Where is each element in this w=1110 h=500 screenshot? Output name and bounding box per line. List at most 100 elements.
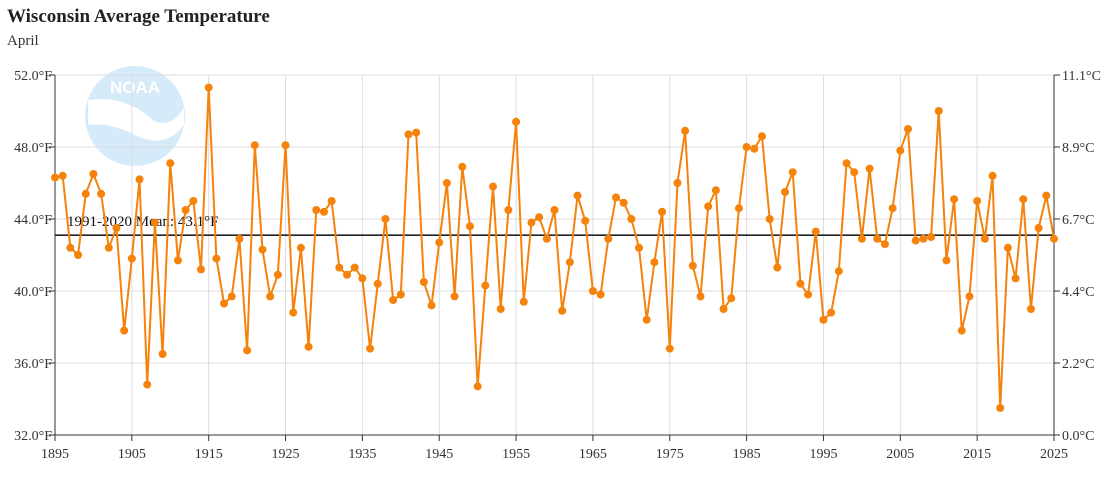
data-point bbox=[143, 380, 152, 389]
x-tick-label: 1925 bbox=[272, 447, 300, 462]
data-point bbox=[558, 306, 567, 315]
data-point bbox=[658, 207, 667, 216]
data-point bbox=[950, 195, 959, 204]
x-tick-label: 1905 bbox=[118, 447, 146, 462]
x-tick-label: 1985 bbox=[733, 447, 761, 462]
data-point bbox=[404, 130, 413, 139]
data-point bbox=[135, 175, 144, 184]
data-point bbox=[104, 243, 113, 252]
data-point bbox=[896, 146, 905, 155]
data-point bbox=[642, 315, 651, 324]
data-point bbox=[389, 296, 398, 304]
y2-tick-label: 8.9°C bbox=[1062, 141, 1094, 156]
chart-subtitle: April bbox=[7, 33, 39, 49]
data-point bbox=[711, 186, 720, 195]
data-point bbox=[350, 263, 359, 272]
data-point bbox=[704, 202, 713, 211]
data-point bbox=[212, 254, 221, 263]
x-tick-label: 1955 bbox=[502, 447, 530, 462]
x-tick-label: 1935 bbox=[348, 447, 376, 462]
data-point bbox=[204, 83, 213, 92]
data-point bbox=[857, 234, 866, 243]
data-point bbox=[696, 292, 705, 301]
y-tick-label: 48.0°F bbox=[14, 141, 52, 156]
data-point bbox=[681, 126, 690, 135]
data-point bbox=[773, 263, 782, 272]
data-point bbox=[220, 299, 229, 308]
data-point bbox=[573, 191, 582, 200]
data-point bbox=[519, 297, 528, 306]
data-point bbox=[458, 162, 467, 171]
data-point bbox=[865, 164, 874, 173]
data-point bbox=[742, 143, 751, 151]
chart-title: Wisconsin Average Temperature bbox=[7, 6, 270, 27]
data-points bbox=[51, 83, 1058, 412]
data-point bbox=[166, 159, 175, 168]
y-tick-label: 32.0°F bbox=[14, 429, 52, 444]
data-point bbox=[227, 292, 236, 301]
data-point bbox=[327, 197, 336, 205]
data-point bbox=[197, 265, 206, 274]
data-point bbox=[811, 227, 820, 236]
data-point bbox=[465, 222, 474, 231]
data-point bbox=[189, 197, 198, 205]
data-point bbox=[319, 207, 328, 216]
data-point bbox=[335, 263, 344, 272]
data-point bbox=[58, 171, 67, 180]
data-point bbox=[373, 279, 382, 288]
data-point bbox=[358, 274, 367, 283]
y2-tick-label: 11.1°C bbox=[1062, 69, 1101, 84]
data-point bbox=[550, 206, 559, 214]
data-point bbox=[604, 234, 613, 243]
data-point bbox=[727, 294, 736, 303]
data-point bbox=[266, 292, 275, 301]
y2-tick-label: 4.4°C bbox=[1062, 285, 1094, 300]
y-tick-label: 44.0°F bbox=[14, 213, 52, 228]
data-point bbox=[635, 243, 644, 252]
x-tick-label: 1915 bbox=[195, 447, 223, 462]
noaa-logo: NOAA bbox=[85, 66, 185, 166]
data-point bbox=[504, 206, 513, 214]
data-point bbox=[934, 107, 943, 115]
data-point bbox=[588, 287, 597, 295]
data-point bbox=[757, 132, 766, 141]
data-point bbox=[66, 243, 75, 252]
data-point bbox=[627, 215, 636, 223]
data-point bbox=[1026, 305, 1035, 313]
y2-tick-label: 0.0°C bbox=[1062, 429, 1094, 444]
data-point bbox=[1019, 195, 1028, 204]
data-point bbox=[281, 141, 290, 150]
data-point bbox=[873, 234, 882, 243]
data-point bbox=[903, 125, 912, 133]
x-tick-label: 1995 bbox=[809, 447, 837, 462]
data-point bbox=[788, 168, 797, 177]
data-point bbox=[343, 270, 352, 279]
data-point bbox=[888, 204, 897, 213]
data-point bbox=[842, 159, 851, 168]
data-point bbox=[1042, 191, 1051, 200]
data-point bbox=[150, 218, 159, 227]
data-point bbox=[289, 308, 298, 317]
data-point bbox=[611, 193, 620, 202]
data-point bbox=[1050, 234, 1058, 243]
data-point bbox=[1011, 274, 1020, 283]
data-point bbox=[535, 213, 544, 222]
data-point bbox=[734, 204, 743, 213]
data-point bbox=[750, 144, 759, 153]
data-point bbox=[596, 290, 605, 299]
data-point bbox=[527, 218, 536, 227]
data-point bbox=[81, 189, 90, 198]
data-point bbox=[181, 206, 190, 214]
data-point bbox=[120, 326, 129, 335]
data-point bbox=[127, 254, 136, 263]
x-tick-label: 1965 bbox=[579, 447, 607, 462]
data-point bbox=[965, 292, 974, 301]
x-tick-label: 2015 bbox=[963, 447, 991, 462]
data-point bbox=[804, 290, 813, 299]
data-point bbox=[719, 305, 728, 313]
data-point bbox=[158, 350, 167, 358]
data-point bbox=[765, 215, 774, 223]
data-point bbox=[481, 281, 490, 290]
data-point bbox=[619, 198, 628, 207]
